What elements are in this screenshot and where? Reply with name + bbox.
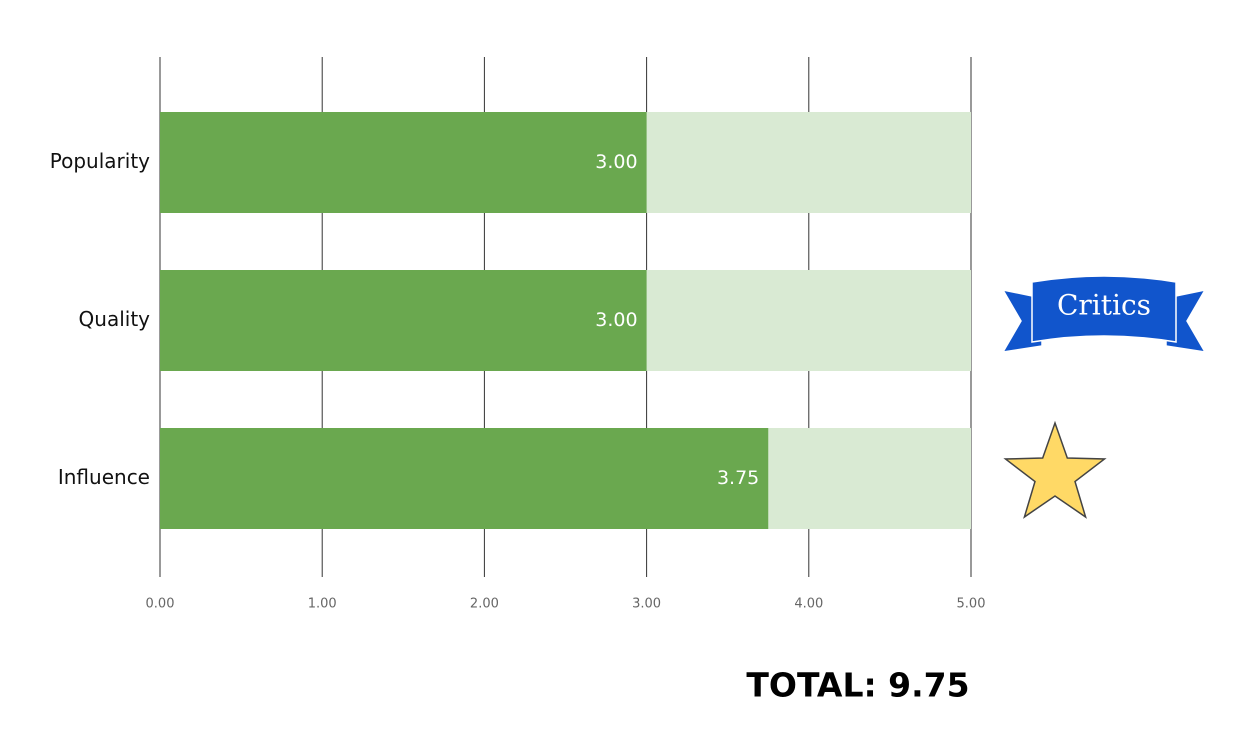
ribbon-banner <box>1031 275 1177 343</box>
value-label: 3.75 <box>717 467 759 489</box>
bar <box>160 428 769 529</box>
x-tick-label: 5.00 <box>957 597 986 612</box>
star-icon <box>1003 420 1107 519</box>
category-label: Influence <box>58 465 150 489</box>
x-tick-label: 1.00 <box>308 597 337 612</box>
x-tick-label: 3.00 <box>632 597 661 612</box>
category-label: Popularity <box>50 149 150 173</box>
total-label: TOTAL: 9.75 <box>746 666 969 705</box>
category-label: Quality <box>79 307 151 331</box>
x-tick-label: 0.00 <box>146 597 175 612</box>
bar <box>160 270 647 371</box>
value-label: 3.00 <box>595 309 637 331</box>
x-tick-label: 2.00 <box>470 597 499 612</box>
critics-ribbon: Critics <box>1001 275 1207 353</box>
bar <box>160 112 647 213</box>
ribbon-label: Critics <box>1057 289 1151 322</box>
x-tick-label: 4.00 <box>794 597 823 612</box>
value-label: 3.00 <box>595 151 637 173</box>
